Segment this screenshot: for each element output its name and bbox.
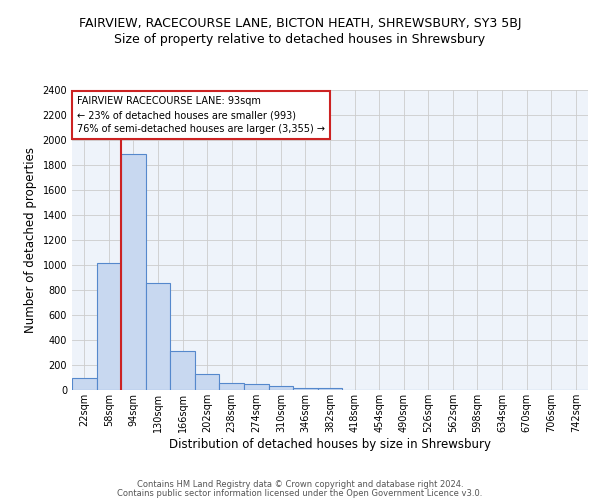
Bar bbox=[318, 388, 342, 390]
Bar bbox=[72, 378, 97, 390]
Text: FAIRVIEW, RACECOURSE LANE, BICTON HEATH, SHREWSBURY, SY3 5BJ: FAIRVIEW, RACECOURSE LANE, BICTON HEATH,… bbox=[79, 18, 521, 30]
X-axis label: Distribution of detached houses by size in Shrewsbury: Distribution of detached houses by size … bbox=[169, 438, 491, 450]
Bar bbox=[269, 386, 293, 390]
Text: Size of property relative to detached houses in Shrewsbury: Size of property relative to detached ho… bbox=[115, 32, 485, 46]
Bar bbox=[195, 374, 220, 390]
Bar bbox=[170, 350, 195, 390]
Y-axis label: Number of detached properties: Number of detached properties bbox=[24, 147, 37, 333]
Bar bbox=[97, 262, 121, 390]
Text: FAIRVIEW RACECOURSE LANE: 93sqm
← 23% of detached houses are smaller (993)
76% o: FAIRVIEW RACECOURSE LANE: 93sqm ← 23% of… bbox=[77, 96, 325, 134]
Bar bbox=[220, 383, 244, 390]
Text: Contains HM Land Registry data © Crown copyright and database right 2024.: Contains HM Land Registry data © Crown c… bbox=[137, 480, 463, 489]
Text: Contains public sector information licensed under the Open Government Licence v3: Contains public sector information licen… bbox=[118, 488, 482, 498]
Bar bbox=[244, 384, 269, 390]
Bar bbox=[146, 282, 170, 390]
Bar bbox=[293, 388, 318, 390]
Bar bbox=[121, 154, 146, 390]
